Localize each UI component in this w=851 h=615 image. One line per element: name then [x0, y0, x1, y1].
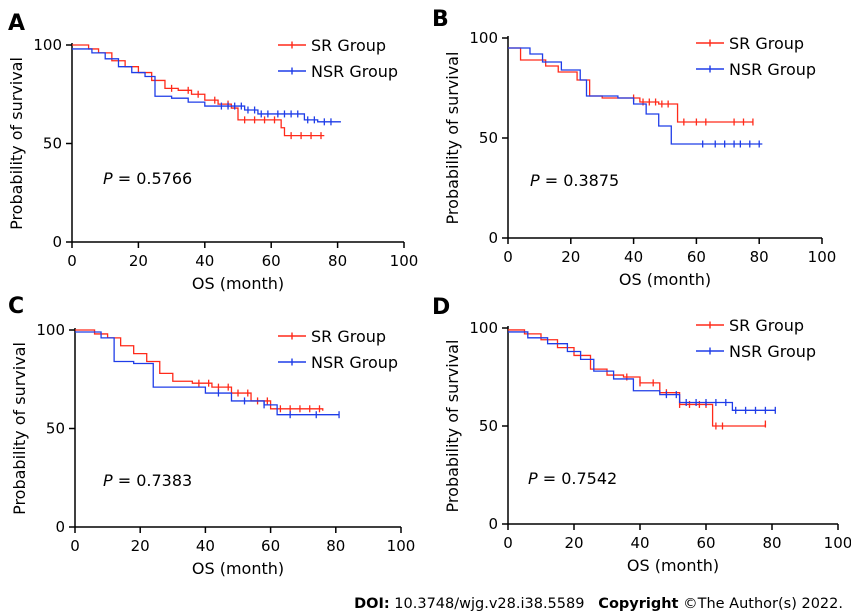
- doi-label: DOI:: [354, 596, 390, 612]
- panel-b: B 0 20 40 60 80 100 0 50 100 OS (month) Probability…: [432, 7, 836, 289]
- survival-curve-sr: [75, 329, 324, 411]
- panel-letter: B: [432, 7, 449, 32]
- panel-c: C 0 20 40 60 80 100 0 50 100 OS (month) Probability…: [8, 294, 415, 578]
- y-tick-label: 50: [43, 135, 62, 153]
- p-value-annotation: P = 0.7542: [528, 469, 617, 488]
- panel-a: A 0 20 40 60 80 100 0 50 100 OS (month) Probability…: [7, 11, 418, 293]
- x-tick-label: 40: [195, 252, 214, 270]
- x-tick-label: 100: [387, 537, 416, 555]
- x-tick-label: 80: [326, 537, 345, 555]
- y-axis-label: Probability of survival: [443, 340, 462, 513]
- x-tick-label: 80: [328, 252, 347, 270]
- x-axis-label: OS (month): [192, 559, 284, 578]
- x-tick-label: 80: [750, 248, 769, 266]
- x-tick-label: 60: [261, 537, 280, 555]
- y-tick-label: 50: [479, 129, 498, 147]
- x-tick-label: 20: [129, 252, 148, 270]
- x-tick-label: 40: [630, 534, 649, 552]
- panel-letter: C: [8, 294, 24, 319]
- x-tick-label: 20: [131, 537, 150, 555]
- legend-label: NSR Group: [311, 353, 398, 372]
- x-tick-label: 100: [824, 534, 851, 552]
- x-tick-label: 100: [808, 248, 837, 266]
- panel-letter: A: [8, 11, 25, 36]
- x-tick-label: 40: [624, 248, 643, 266]
- y-tick-label: 100: [36, 321, 65, 339]
- x-tick-label: 80: [762, 534, 781, 552]
- survival-curve-sr: [508, 329, 767, 427]
- x-tick-label: 60: [696, 534, 715, 552]
- x-axis-label: OS (month): [192, 274, 284, 293]
- y-tick-label: 100: [469, 319, 498, 337]
- x-tick-label: 0: [70, 537, 80, 555]
- survival-curve-nsr: [508, 47, 763, 145]
- legend-label: SR Group: [311, 36, 386, 55]
- x-tick-label: 0: [503, 248, 513, 266]
- y-tick-label: 0: [52, 233, 62, 251]
- y-axis-label: Probability of survival: [443, 52, 462, 225]
- citation-footer: DOI: 10.3748/wjg.v28.i38.5589 Copyright …: [0, 596, 843, 612]
- y-tick-label: 0: [488, 229, 498, 247]
- x-axis-label: OS (month): [627, 556, 719, 575]
- x-tick-label: 40: [196, 537, 215, 555]
- x-tick-label: 60: [262, 252, 281, 270]
- panel-letter: D: [432, 295, 450, 320]
- survival-curve-sr: [72, 44, 325, 137]
- x-tick-label: 100: [390, 252, 419, 270]
- panel-d: D 0 20 40 60 80 100 0 50 100 OS (month) Probability…: [432, 295, 851, 575]
- p-value-annotation: P = 0.3875: [530, 171, 619, 190]
- legend-label: NSR Group: [311, 62, 398, 81]
- legend-label: SR Group: [729, 34, 804, 53]
- x-tick-label: 20: [564, 534, 583, 552]
- survival-curve-nsr: [72, 48, 341, 123]
- legend-label: NSR Group: [729, 60, 816, 79]
- doi-value: 10.3748/wjg.v28.i38.5589: [394, 596, 585, 612]
- legend-label: NSR Group: [729, 342, 816, 361]
- legend-label: SR Group: [311, 327, 386, 346]
- copyright-label: Copyright: [598, 596, 679, 612]
- y-tick-label: 100: [469, 29, 498, 47]
- x-tick-label: 0: [503, 534, 513, 552]
- y-tick-label: 50: [479, 417, 498, 435]
- legend-label: SR Group: [729, 316, 804, 335]
- y-tick-label: 100: [33, 36, 62, 54]
- x-tick-label: 0: [67, 252, 77, 270]
- copyright-value: ©The Author(s) 2022.: [683, 596, 843, 612]
- y-tick-label: 50: [46, 420, 65, 438]
- y-axis-label: Probability of survival: [7, 57, 26, 230]
- y-tick-label: 0: [488, 515, 498, 533]
- p-value-annotation: P = 0.7383: [103, 471, 192, 490]
- survival-curve-nsr: [508, 331, 776, 411]
- y-tick-label: 0: [55, 518, 65, 536]
- p-value-annotation: P = 0.5766: [103, 169, 192, 188]
- survival-curve-sr: [508, 47, 753, 123]
- x-tick-label: 60: [687, 248, 706, 266]
- y-axis-label: Probability of survival: [10, 342, 29, 515]
- x-axis-label: OS (month): [619, 270, 711, 289]
- survival-curve-nsr: [75, 331, 340, 416]
- x-tick-label: 20: [561, 248, 580, 266]
